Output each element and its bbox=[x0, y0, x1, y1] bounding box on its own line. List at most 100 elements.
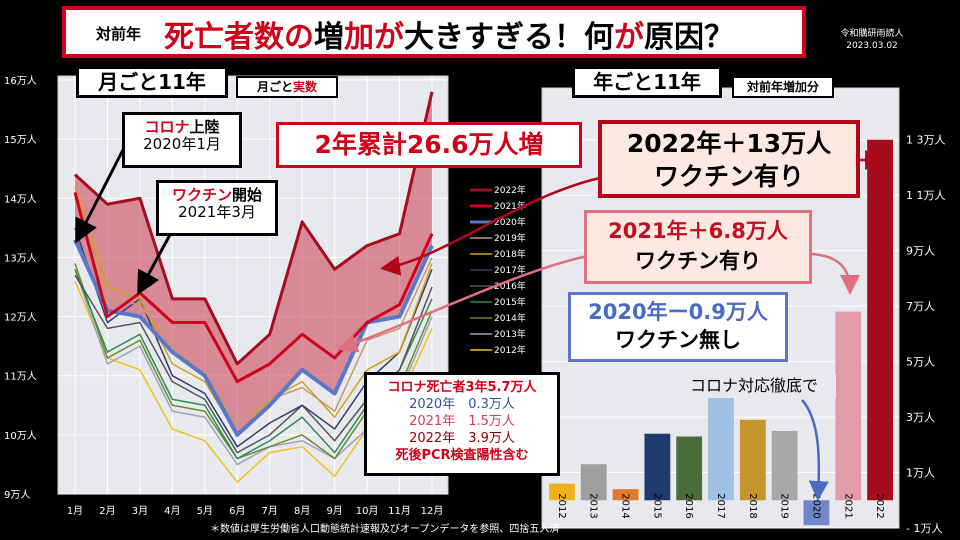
right-heading: 年ごと11年 bbox=[572, 66, 722, 98]
right-subheading: 対前年増加分 bbox=[732, 76, 834, 98]
vaccine-callout: ワクチン開始 2021年3月 bbox=[156, 180, 278, 236]
bar bbox=[676, 436, 703, 501]
y-tick-label: 9万人 bbox=[906, 245, 935, 258]
x-tick-label: 1月 bbox=[67, 505, 83, 517]
callout-2022-line2: ワクチン有り bbox=[653, 162, 804, 191]
callout-2020-line1: 2020年ー0.9万人 bbox=[588, 300, 768, 324]
series-line bbox=[73, 91, 434, 366]
legend-label: 2020年 bbox=[494, 216, 526, 228]
bar bbox=[771, 430, 798, 501]
callout-2021-line2: ワクチン有り bbox=[635, 249, 761, 273]
corona-callout: コロナ上陸 2020年1月 bbox=[122, 112, 242, 168]
covid-deaths-title: コロナ死亡者3年5.7万人 bbox=[387, 380, 537, 395]
left-subheading: 月ごと実数 bbox=[236, 76, 338, 98]
author-label: 令和購研雨読人 bbox=[840, 29, 904, 39]
covid-deaths-2022: 2022年 3.9万人 bbox=[409, 431, 515, 446]
vaccine-callout-line2: 2021年3月 bbox=[178, 203, 256, 222]
legend-label: 2022年 bbox=[494, 184, 526, 196]
x-tick-label: 2月 bbox=[99, 505, 115, 517]
legend-label: 2017年 bbox=[494, 264, 526, 276]
bar bbox=[867, 139, 893, 501]
bar bbox=[835, 311, 862, 501]
y-tick-label: 10万人 bbox=[4, 430, 37, 442]
page-title: 死亡者数の増加が大きすぎる！何が原因？ bbox=[164, 20, 734, 55]
x-tick-label: 2022 bbox=[874, 493, 885, 518]
legend-label: 2013年 bbox=[494, 328, 526, 340]
y-tick-label: 7万人 bbox=[906, 300, 935, 313]
y-tick-label: 12万人 bbox=[4, 312, 37, 324]
legend-label: 2012年 bbox=[494, 344, 526, 356]
x-tick-label: 2014 bbox=[620, 493, 631, 518]
x-tick-label: 8月 bbox=[294, 505, 310, 517]
series-line bbox=[73, 238, 434, 437]
title-banner: 対前年 死亡者数の増加が大きすぎる！何が原因？ bbox=[62, 6, 806, 58]
right-subheading-text: 対前年増加分 bbox=[746, 80, 819, 94]
arrow-2020-bar bbox=[801, 399, 829, 501]
line-chart-y-ticks: 9万人 10万人 11万人 12万人 13万人 14万人 15万人 16万人 bbox=[4, 75, 37, 501]
legend-label: 2018年 bbox=[494, 248, 526, 260]
series-line bbox=[74, 198, 433, 424]
footnote: ＊数値は厚生労働省人口動態統計速報及びオープンデータを参照、四捨五入済 bbox=[210, 524, 560, 535]
y-tick-label: 1万人 bbox=[906, 467, 935, 480]
y-tick-label: 5万人 bbox=[906, 356, 935, 369]
covid-deaths-2021: 2021年 1.5万人 bbox=[409, 414, 515, 429]
x-tick-label: 4月 bbox=[164, 505, 180, 517]
x-tick-label: 11月 bbox=[388, 505, 411, 517]
bar bbox=[803, 500, 830, 526]
x-tick-label: 10月 bbox=[356, 505, 379, 517]
credit: 令和購研雨読人 2023.03.02 bbox=[812, 28, 932, 52]
vaccine-callout-line1: ワクチン開始 bbox=[171, 186, 263, 204]
callout-2020-line2: ワクチン無し bbox=[615, 328, 741, 352]
corona-callout-line1: コロナ上陸 bbox=[144, 118, 220, 136]
bar bbox=[739, 419, 766, 501]
x-tick-label: 2020 bbox=[810, 493, 821, 518]
corona-callout-line2: 2020年1月 bbox=[143, 135, 221, 154]
x-tick-label: 2015 bbox=[651, 493, 662, 518]
x-tick-label: 5月 bbox=[197, 505, 213, 517]
bar-chart-y-ticks: - 1万人 1万人 3万人 5万人 7万人 9万人 1 1万人 1 3万人 bbox=[906, 134, 946, 535]
x-tick-label: 2016 bbox=[683, 493, 694, 518]
y-tick-label: - 1万人 bbox=[906, 522, 942, 535]
y-tick-label: 1 3万人 bbox=[906, 134, 946, 147]
note-2020: コロナ対応徹底で bbox=[672, 374, 836, 398]
bar bbox=[612, 489, 639, 501]
x-tick-label: 9月 bbox=[326, 505, 342, 517]
x-tick-label: 2018 bbox=[747, 493, 758, 518]
corona-arrow bbox=[75, 139, 130, 244]
x-tick-label: 7月 bbox=[262, 505, 278, 517]
series-line bbox=[73, 191, 434, 384]
bar-chart-bars bbox=[549, 139, 893, 526]
bar bbox=[549, 483, 575, 501]
y-tick-label: 13万人 bbox=[4, 252, 37, 264]
left-heading: 月ごと11年 bbox=[76, 66, 228, 98]
y-tick-label: 3万人 bbox=[906, 411, 935, 424]
x-tick-label: 2019 bbox=[779, 493, 790, 518]
y-tick-label: 14万人 bbox=[4, 193, 37, 205]
x-tick-label: 2013 bbox=[588, 493, 599, 518]
legend-label: 2021年 bbox=[494, 200, 526, 212]
y-tick-label: 16万人 bbox=[4, 75, 37, 87]
legend-label: 2019年 bbox=[494, 232, 526, 244]
covid-deaths-2020: 2020年 0.3万人 bbox=[409, 397, 515, 412]
legend-label: 2015年 bbox=[494, 296, 526, 308]
arrow-2022-band bbox=[380, 176, 601, 276]
x-tick-label: 3月 bbox=[132, 505, 148, 517]
arrow-2021-bar bbox=[811, 252, 860, 295]
covid-deaths-box: コロナ死亡者3年5.7万人 2020年 0.3万人 2021年 1.5万人 20… bbox=[364, 372, 560, 476]
x-tick-label: 2012 bbox=[556, 493, 567, 518]
title-prefix: 対前年 bbox=[96, 25, 142, 43]
legend-label: 2014年 bbox=[494, 312, 526, 324]
y-tick-label: 1 1万人 bbox=[906, 189, 946, 202]
x-tick-label: 12月 bbox=[421, 505, 444, 517]
x-tick-label: 2017 bbox=[715, 493, 726, 518]
line-chart-x-ticks: 1月 2月 3月 4月 5月 6月 7月 8月 9月 10月 11月 12月 bbox=[67, 505, 444, 517]
cumulative-callout: 2年累計26.6万人増 bbox=[276, 122, 582, 168]
y-tick-label: 15万人 bbox=[4, 134, 37, 146]
date-label: 2023.03.02 bbox=[846, 41, 898, 51]
bar bbox=[580, 464, 607, 501]
y-tick-label: 11万人 bbox=[4, 371, 37, 383]
x-tick-label: 2021 bbox=[842, 493, 853, 518]
callout-2020: 2020年ー0.9万人 ワクチン無し bbox=[568, 292, 788, 362]
bar bbox=[644, 433, 671, 501]
callout-2022: 2022年＋13万人 ワクチン有り bbox=[598, 120, 860, 198]
